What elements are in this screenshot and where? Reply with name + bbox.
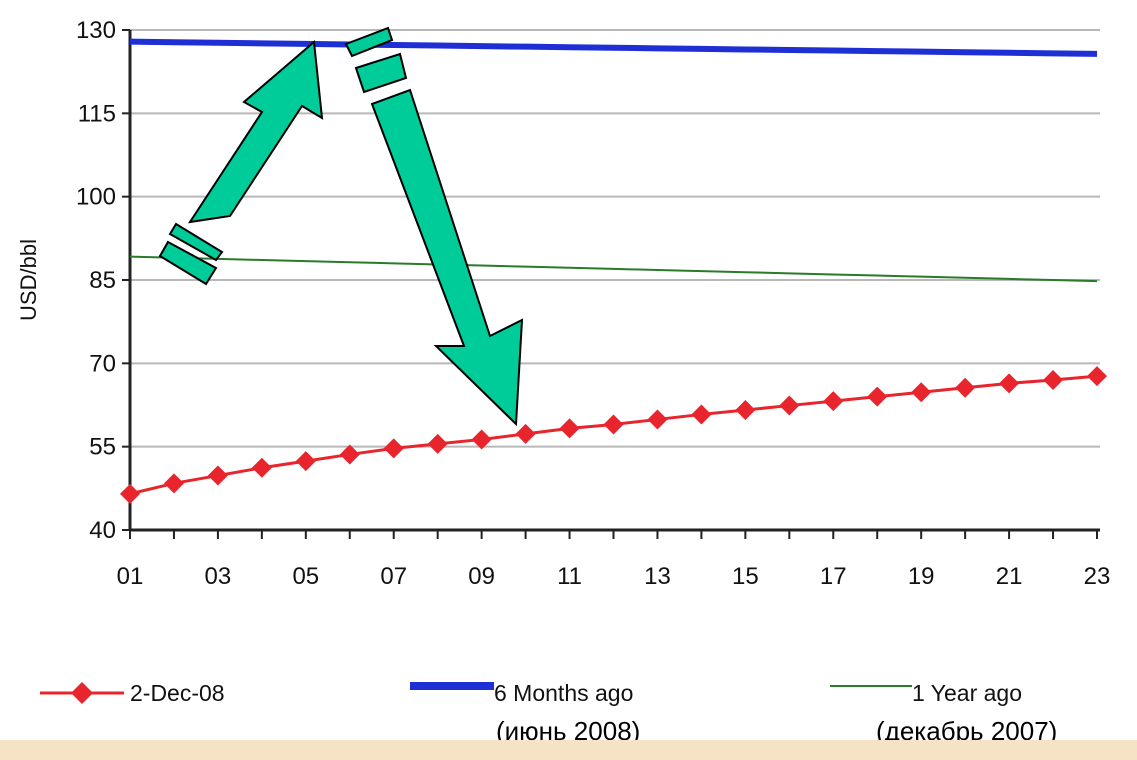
legend-item-6-months-ago: 6 Months ago xyxy=(410,680,633,706)
series-line-2 xyxy=(129,255,1098,283)
x-tick-label: 09 xyxy=(468,563,495,590)
x-tick-label: 07 xyxy=(380,563,407,590)
data-point xyxy=(691,404,712,425)
y-axis-title: USD/bbl xyxy=(16,239,41,321)
data-point xyxy=(295,451,316,472)
y-tick-label: 40 xyxy=(89,517,116,544)
data-point xyxy=(383,438,404,459)
x-tick-label: 13 xyxy=(644,563,671,590)
y-tick-label: 130 xyxy=(76,17,116,44)
x-tick-label: 23 xyxy=(1084,563,1111,590)
legend-label-2-dec-08: 2-Dec-08 xyxy=(130,680,225,706)
arrow-down-tail-bar xyxy=(354,52,408,94)
data-point xyxy=(911,382,932,403)
data-point xyxy=(735,400,756,420)
y-tick-label: 100 xyxy=(76,184,116,211)
y-tick-label: 70 xyxy=(89,350,116,377)
annotation-arrows xyxy=(158,26,524,427)
data-point xyxy=(471,429,492,450)
legend-item-1-year-ago: 1 Year ago xyxy=(830,680,1022,706)
data-point xyxy=(427,433,448,454)
data-point xyxy=(163,473,184,494)
data-point xyxy=(779,395,800,416)
x-tick-label: 05 xyxy=(292,563,319,590)
data-point xyxy=(1043,370,1064,390)
x-tick-label: 15 xyxy=(732,563,759,590)
data-point xyxy=(867,386,888,407)
data-point xyxy=(955,377,976,398)
x-tick-label: 01 xyxy=(117,563,144,590)
data-point xyxy=(120,483,140,504)
data-point xyxy=(823,391,844,412)
arrow-up-icon xyxy=(187,40,324,224)
data-point xyxy=(339,444,360,465)
x-tick-label: 21 xyxy=(996,563,1023,590)
bottom-bar xyxy=(0,740,1137,760)
y-tick-labels: 40 55 70 85 100 115 130 xyxy=(76,17,130,544)
x-tick-labels: 01 03 05 07 09 11 13 15 17 19 21 23 xyxy=(117,530,1111,590)
legend-item-2-dec-08: 2-Dec-08 xyxy=(40,680,225,706)
legend-label-1-year-ago: 1 Year ago xyxy=(912,680,1022,706)
y-tick-label: 55 xyxy=(89,434,116,461)
data-point xyxy=(603,414,624,435)
y-tick-label: 115 xyxy=(78,100,116,127)
data-point xyxy=(251,457,272,478)
data-point xyxy=(207,465,228,486)
y-tick-label: 85 xyxy=(89,267,116,294)
data-point xyxy=(999,373,1020,394)
data-point xyxy=(1087,366,1107,387)
data-point xyxy=(647,409,668,430)
x-tick-label: 19 xyxy=(908,563,935,590)
x-tick-label: 03 xyxy=(205,563,232,590)
legend: 2-Dec-08 6 Months ago 1 Year ago xyxy=(40,680,1022,706)
arrow-up-tail-bar xyxy=(158,240,218,286)
x-tick-label: 11 xyxy=(557,563,582,590)
series-line-1 xyxy=(129,38,1098,57)
arrow-down-icon xyxy=(370,88,524,427)
x-tick-label: 17 xyxy=(820,563,847,590)
arrow-down-tail-bar xyxy=(344,26,394,58)
legend-label-6-months-ago: 6 Months ago xyxy=(494,680,633,706)
series xyxy=(120,38,1107,504)
arrow-up-tail-bar xyxy=(168,222,224,262)
data-point xyxy=(559,418,580,439)
series-line-0 xyxy=(129,374,1098,496)
data-point xyxy=(515,423,536,444)
